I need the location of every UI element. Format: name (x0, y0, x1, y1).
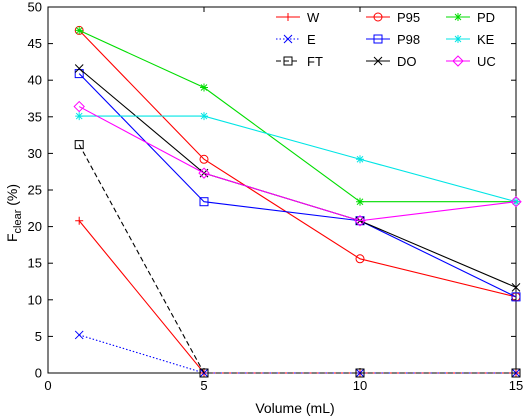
data-point-marker (355, 368, 365, 378)
data-point-marker (452, 55, 464, 67)
y-tick-label: 5 (35, 329, 42, 344)
series-line-pd (78, 29, 516, 203)
legend-label: UC (477, 54, 496, 69)
data-point-marker (511, 368, 521, 378)
data-point-marker (73, 100, 85, 113)
y-tick-label: 20 (28, 219, 42, 234)
data-point-marker (510, 196, 522, 208)
y-tick-label: 50 (28, 0, 42, 15)
x-tick-label: 10 (353, 378, 367, 393)
data-point-marker (199, 154, 209, 164)
y-axis-label-subscript: clear (12, 209, 24, 233)
data-point-marker (200, 112, 208, 121)
x-tick-label: 15 (509, 378, 523, 393)
data-point-marker (355, 254, 365, 264)
y-tick-label: 15 (28, 256, 42, 271)
data-point-marker (74, 64, 84, 73)
data-point-marker (284, 13, 292, 21)
y-tick-label: 45 (28, 36, 42, 51)
series-line-e (79, 334, 516, 374)
series-line-p95 (78, 30, 517, 298)
series-do (74, 64, 521, 292)
series-line-w (78, 220, 516, 374)
data-point-marker (74, 69, 84, 79)
series-uc (73, 100, 522, 227)
data-point-marker (74, 140, 84, 150)
series-line-ft (78, 144, 516, 374)
x-tick-label: 5 (200, 378, 207, 393)
legend-item-do: DO (366, 54, 417, 69)
plot-frame (47, 6, 517, 374)
data-point-marker (354, 215, 366, 227)
series-line-p98 (78, 73, 517, 298)
legend-item-p98: P98 (366, 32, 420, 47)
plot-area (47, 6, 517, 374)
data-point-marker (199, 197, 209, 207)
legend: WE FT P95 P98 DO PD KE UC (276, 10, 496, 69)
legend-item-pd: PD (446, 10, 495, 25)
y-tick-label: 10 (28, 292, 42, 307)
data-point-marker (74, 330, 84, 340)
data-point-marker (356, 155, 364, 164)
data-point-marker (200, 83, 208, 92)
legend-label: KE (477, 32, 495, 47)
series-w (75, 216, 520, 377)
data-point-marker (454, 35, 462, 43)
legend-item-p95: P95 (366, 10, 420, 25)
y-axis-label: Fclear (%) (4, 184, 24, 242)
legend-label: PD (477, 10, 495, 25)
y-tick-label: 25 (28, 183, 42, 198)
legend-item-ke: KE (446, 32, 495, 47)
data-point-marker (198, 167, 210, 179)
data-point-marker (373, 56, 383, 66)
data-point-marker (454, 13, 462, 21)
legend-label: P98 (397, 32, 420, 47)
y-tick-label: 40 (28, 73, 42, 88)
legend-label: DO (397, 54, 417, 69)
data-point-marker (511, 292, 521, 302)
y-axis: 0 5 10 15 20 25 30 35 40 45 50 (28, 0, 516, 381)
legend-label: E (307, 32, 316, 47)
data-point-marker (373, 12, 383, 22)
data-point-marker (373, 34, 383, 44)
y-tick-label: 0 (35, 366, 42, 381)
data-point-marker (356, 197, 364, 206)
y-tick-label: 35 (28, 109, 42, 124)
data-point-marker (75, 216, 84, 225)
y-axis-label-unit: (%) (4, 184, 20, 210)
y-axis-label-main: F (4, 233, 20, 242)
legend-item-uc: UC (446, 54, 496, 69)
legend-label: P95 (397, 10, 420, 25)
series-e (74, 330, 521, 378)
series-ke (75, 112, 520, 206)
data-point-marker (75, 112, 84, 121)
data-point-marker (75, 26, 84, 35)
data-point-marker (511, 283, 521, 292)
series-line-uc (78, 106, 517, 222)
x-tick-label: 0 (44, 378, 51, 393)
data-point-marker (199, 368, 209, 378)
legend-label: FT (307, 54, 323, 69)
data-point-marker (283, 34, 293, 44)
series-p98 (74, 69, 521, 302)
legend-label: W (307, 10, 320, 25)
data-point-marker (283, 56, 293, 66)
legend-item-e: E (276, 32, 316, 47)
y-tick-label: 30 (28, 146, 42, 161)
legend-item-ft: FT (276, 54, 323, 69)
series-layer (73, 25, 522, 378)
series-line-do (78, 68, 517, 288)
series-line-ke (79, 115, 517, 203)
series-ft (74, 140, 521, 378)
legend-item-w: W (276, 10, 320, 25)
x-axis-label: Volume (mL) (255, 400, 334, 416)
